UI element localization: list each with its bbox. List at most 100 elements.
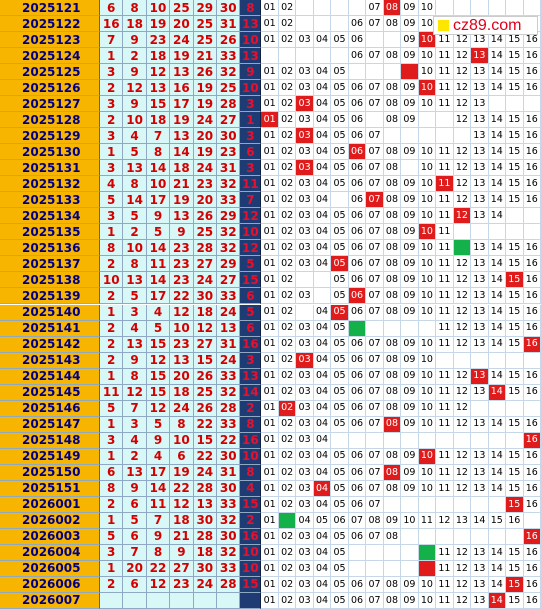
trend-cell: 13 xyxy=(471,144,489,161)
trend-cell: 03 xyxy=(296,464,314,481)
red-ball-cell: 2 xyxy=(100,112,124,129)
table-row: 2025148 3 4 9 10 15 22 16 01 02 03 04 16 xyxy=(0,432,541,449)
trend-cell: 13 xyxy=(471,112,489,129)
blue-ball-cell: 2 xyxy=(240,400,262,417)
trend-cell xyxy=(366,560,384,577)
trend-cell: 03 xyxy=(296,400,314,417)
red-ball-cell: 26 xyxy=(193,208,217,225)
trend-cell: 12 xyxy=(453,320,472,337)
blue-ball-cell: 10 xyxy=(240,32,262,49)
table-row: 2025125 3 9 12 13 26 32 9 01 02 03 04 05 10 11 12 13 14 15… xyxy=(0,64,541,81)
trend-cell: 14 xyxy=(488,256,507,273)
red-ball-cell: 6 xyxy=(123,496,147,513)
trend-cell: 11 xyxy=(436,32,454,49)
trend-cell: 02 xyxy=(278,560,297,577)
red-ball-cell: 15 xyxy=(146,96,171,113)
trend-cell: 06 xyxy=(348,32,367,49)
red-ball-cell: 24 xyxy=(170,400,194,417)
trend-hit-cell: 14 xyxy=(488,384,507,401)
red-ball-cell: 1 xyxy=(100,48,124,65)
red-ball-cell: 24 xyxy=(193,112,217,129)
red-ball-cell: 21 xyxy=(170,176,194,193)
trend-cell: 14 xyxy=(488,368,507,385)
red-ball-cell: 4 xyxy=(146,304,171,321)
red-ball-cell: 2 xyxy=(123,224,147,241)
table-row: 2026003 5 6 9 21 28 30 16 01 02 03 04 05 06 07 08 16 xyxy=(0,528,541,545)
blue-ball-cell: 10 xyxy=(240,224,262,241)
red-ball-cell: 28 xyxy=(193,240,217,257)
trend-cell xyxy=(348,560,367,577)
red-ball-cell: 19 xyxy=(193,80,217,97)
trend-cell xyxy=(471,0,489,17)
trend-cell xyxy=(523,96,541,113)
red-ball-cell: 13 xyxy=(170,64,194,81)
red-ball-cell: 12 xyxy=(146,352,171,369)
red-ball-cell: 33 xyxy=(217,416,241,433)
trend-cell: 04 xyxy=(296,512,314,529)
trend-cell: 10 xyxy=(418,352,437,369)
red-ball-cell: 1 xyxy=(100,224,124,241)
trend-cell: 14 xyxy=(471,512,489,529)
trend-cell: 06 xyxy=(348,496,367,513)
trend-cell: 04 xyxy=(313,448,332,465)
red-ball-cell: 10 xyxy=(170,432,194,449)
trend-cell: 10 xyxy=(418,304,437,321)
trend-cell: 15 xyxy=(506,176,524,193)
trend-cell xyxy=(488,0,507,17)
trend-cell: 14 xyxy=(488,576,507,593)
red-ball-cell: 15 xyxy=(193,432,217,449)
red-ball-cell: 12 xyxy=(170,496,194,513)
trend-cell: 03 xyxy=(296,416,314,433)
trend-cell: 04 xyxy=(313,352,332,369)
logo-square-icon xyxy=(438,20,449,31)
trend-cell: 02 xyxy=(278,464,297,481)
red-ball-cell: 21 xyxy=(193,48,217,65)
trend-cell: 10 xyxy=(418,0,437,17)
trend-cell: 07 xyxy=(366,48,384,65)
trend-cell: 08 xyxy=(383,400,402,417)
trend-hit-cell xyxy=(418,560,437,577)
red-ball-cell: 13 xyxy=(123,160,147,177)
trend-cell: 12 xyxy=(453,448,472,465)
table-row: 2025141 2 4 5 10 12 13 6 01 02 03 04 05 11 12 13 14 15 16 xyxy=(0,320,541,337)
trend-cell: 11 xyxy=(436,80,454,97)
trend-cell: 11 xyxy=(436,192,454,209)
trend-cell: 08 xyxy=(383,592,402,609)
trend-cell: 10 xyxy=(418,144,437,161)
trend-cell: 10 xyxy=(418,288,437,305)
red-ball-cell: 13 xyxy=(170,352,194,369)
trend-cell: 01 xyxy=(261,368,279,385)
period-cell: 2025145 xyxy=(0,384,100,401)
red-ball-cell xyxy=(146,592,171,609)
red-ball-cell: 9 xyxy=(123,96,147,113)
trend-cell: 02 xyxy=(278,240,297,257)
blue-ball-cell: 1 xyxy=(240,112,262,129)
red-ball-cell: 8 xyxy=(146,144,171,161)
trend-cell: 09 xyxy=(401,192,419,209)
trend-cell: 09 xyxy=(401,336,419,353)
trend-cell xyxy=(418,528,437,545)
trend-cell: 09 xyxy=(401,576,419,593)
trend-cell xyxy=(453,528,472,545)
trend-cell: 03 xyxy=(296,560,314,577)
trend-cell xyxy=(488,528,507,545)
red-ball-cell: 8 xyxy=(170,416,194,433)
trend-cell: 11 xyxy=(436,336,454,353)
trend-cell xyxy=(401,320,419,337)
trend-cell: 15 xyxy=(506,288,524,305)
trend-cell: 02 xyxy=(278,496,297,513)
trend-cell: 03 xyxy=(296,288,314,305)
trend-cell: 16 xyxy=(523,304,541,321)
trend-cell xyxy=(261,48,279,65)
trend-hit-cell: 10 xyxy=(418,80,437,97)
trend-cell: 06 xyxy=(348,96,367,113)
red-ball-cell: 13 xyxy=(123,272,147,289)
trend-cell: 02 xyxy=(278,80,297,97)
red-ball-cell: 1 xyxy=(100,448,124,465)
red-ball-cell xyxy=(100,592,124,609)
table-row: 2025138 10 13 14 23 24 27 15 01 02 05 06 07 08 09 10 11 1… xyxy=(0,272,541,289)
red-ball-cell: 15 xyxy=(146,336,171,353)
red-ball-cell: 19 xyxy=(193,144,217,161)
trend-cell: 02 xyxy=(278,592,297,609)
red-ball-cell: 7 xyxy=(123,400,147,417)
